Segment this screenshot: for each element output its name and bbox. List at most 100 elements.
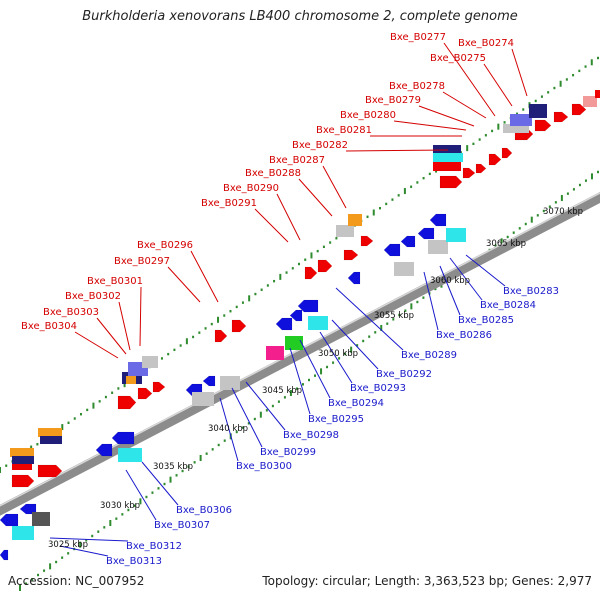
- scale-label: 3040 kbp: [208, 424, 248, 434]
- tick-mark: [560, 195, 563, 201]
- scale-label: 3030 kbp: [100, 501, 140, 511]
- forward-gene-box: [38, 428, 62, 437]
- tick-mark: [160, 357, 163, 360]
- forward-gene-arrow: [343, 249, 359, 261]
- tick-mark: [472, 142, 475, 146]
- tick-mark: [115, 517, 118, 520]
- tick-mark: [553, 86, 556, 90]
- tick-mark: [565, 78, 568, 81]
- reverse-gene-box: [428, 240, 448, 254]
- tick-mark: [329, 241, 332, 244]
- tick-mark: [416, 181, 419, 184]
- tick-mark: [19, 585, 21, 591]
- tick-mark: [85, 539, 88, 542]
- reverse-gene-box: [308, 316, 328, 330]
- forward-gene-arrow: [137, 387, 153, 400]
- tick-mark: [235, 430, 238, 434]
- tick-mark: [175, 474, 178, 477]
- reverse-gene-arrow: [289, 309, 303, 322]
- reverse-gene-label: Bxe_B0286: [436, 330, 492, 341]
- forward-gene-label: Bxe_B0279: [365, 95, 421, 106]
- tick-mark: [584, 179, 587, 182]
- reverse-gene-leader: [319, 331, 353, 384]
- tick-mark: [217, 443, 220, 447]
- reverse-gene-arrow: [275, 317, 293, 331]
- forward-gene-box: [510, 114, 532, 126]
- forward-gene-leader: [254, 208, 289, 243]
- tick-mark: [86, 408, 89, 412]
- reverse-gene-arrow: [0, 513, 19, 527]
- reverse-gene-box: [220, 376, 240, 390]
- tick-mark: [559, 80, 562, 87]
- forward-gene-box: [433, 145, 461, 153]
- reverse-gene-label: Bxe_B0299: [260, 447, 316, 458]
- tick-mark: [536, 214, 539, 217]
- reverse-gene-arrow: [95, 443, 113, 457]
- tick-mark: [67, 421, 70, 424]
- tick-mark: [92, 402, 95, 409]
- forward-gene-box: [142, 356, 158, 368]
- tick-mark: [167, 352, 170, 356]
- tick-mark: [253, 417, 256, 421]
- tick-mark: [193, 461, 196, 464]
- reverse-gene-leader: [335, 287, 404, 351]
- reverse-gene-box: [118, 448, 142, 462]
- forward-gene-arrow: [571, 103, 587, 116]
- reverse-gene-arrow: [417, 227, 435, 240]
- forward-gene-box: [503, 124, 529, 133]
- tick-mark: [163, 482, 166, 486]
- forward-gene-leader: [443, 42, 496, 117]
- tick-mark: [198, 331, 201, 334]
- scale-labels: 3025 kbp 3030 kbp 3035 kbp 3040 kbp 3045 kbp…: [48, 207, 583, 550]
- tick-mark: [298, 262, 300, 266]
- tick-mark: [572, 73, 575, 77]
- tick-mark: [478, 138, 481, 141]
- reverse-gene-box: [394, 262, 414, 276]
- tick-mark: [139, 498, 142, 505]
- forward-gene-box: [336, 225, 354, 237]
- tick-mark: [304, 258, 307, 261]
- tick-mark: [428, 172, 431, 176]
- tick-mark: [117, 387, 120, 390]
- tick-mark: [211, 448, 214, 451]
- tick-mark: [127, 508, 130, 512]
- forward-gene-label: Bxe_B0290: [223, 183, 279, 194]
- tick-mark: [247, 422, 250, 425]
- forward-gene-leader: [298, 178, 333, 217]
- reverse-gene-leader: [465, 254, 506, 287]
- reverse-gene-arrow: [429, 213, 447, 227]
- scale-label: 3045 kbp: [262, 386, 302, 396]
- tick-mark: [308, 378, 310, 382]
- tick-mark: [398, 313, 401, 317]
- tick-mark: [584, 65, 587, 68]
- reverse-gene-label: Bxe_B0289: [401, 350, 457, 361]
- tick-mark: [49, 563, 52, 570]
- reverse-gene-arrow: [400, 235, 416, 248]
- tick-mark: [494, 244, 497, 247]
- tick-mark: [484, 134, 487, 137]
- forward-gene-label: Bxe_B0282: [292, 140, 348, 151]
- genome-backbone: [0, 192, 600, 516]
- reverse-gene-label: Bxe_B0306: [176, 505, 232, 516]
- tick-mark: [204, 327, 207, 330]
- tick-mark: [223, 439, 226, 442]
- reverse-gene-label: Bxe_B0312: [126, 541, 182, 552]
- tick-mark: [157, 487, 160, 490]
- tick-mark: [597, 170, 599, 174]
- forward-gene-arrow: [360, 235, 374, 247]
- forward-gene-label: Bxe_B0291: [201, 198, 257, 209]
- forward-gene-box: [595, 90, 600, 98]
- tick-mark: [378, 207, 381, 210]
- forward-gene-leader: [442, 91, 487, 119]
- reverse-gene-label: Bxe_B0294: [328, 398, 384, 409]
- reverse-gene-arrow: [347, 271, 361, 285]
- tick-mark: [320, 368, 323, 375]
- forward-gene-label: Bxe_B0302: [65, 291, 121, 302]
- forward-gene-leader: [511, 48, 528, 97]
- tick-mark: [210, 322, 213, 326]
- tick-mark: [350, 346, 353, 353]
- forward-gene-label: Bxe_B0277: [390, 32, 446, 43]
- tick-mark: [506, 235, 509, 239]
- tick-mark: [145, 495, 148, 499]
- tick-mark: [344, 352, 347, 356]
